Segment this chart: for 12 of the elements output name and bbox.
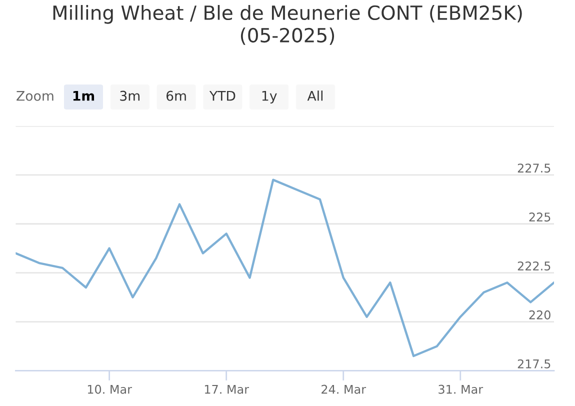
y-tick-label: 225 xyxy=(529,212,550,222)
y-tick-label: 220 xyxy=(529,310,550,320)
chart-title: Milling Wheat / Ble de Meunerie CONT (EBM25K) (05-2025) xyxy=(53,5,522,45)
y-tick-label: 217.5 xyxy=(518,359,550,368)
x-tick-label: 10. Mar xyxy=(88,384,132,394)
text: 1m xyxy=(73,90,94,101)
y-tick-label: 222.5 xyxy=(518,261,550,271)
x-tick-label: 17. Mar xyxy=(204,384,250,394)
x-tick-label: 31. Mar xyxy=(438,384,484,394)
y-tick-label: 227.5 xyxy=(518,164,550,173)
x-tick-label: 24. Mar xyxy=(322,384,366,394)
text: Zoom xyxy=(16,90,54,101)
